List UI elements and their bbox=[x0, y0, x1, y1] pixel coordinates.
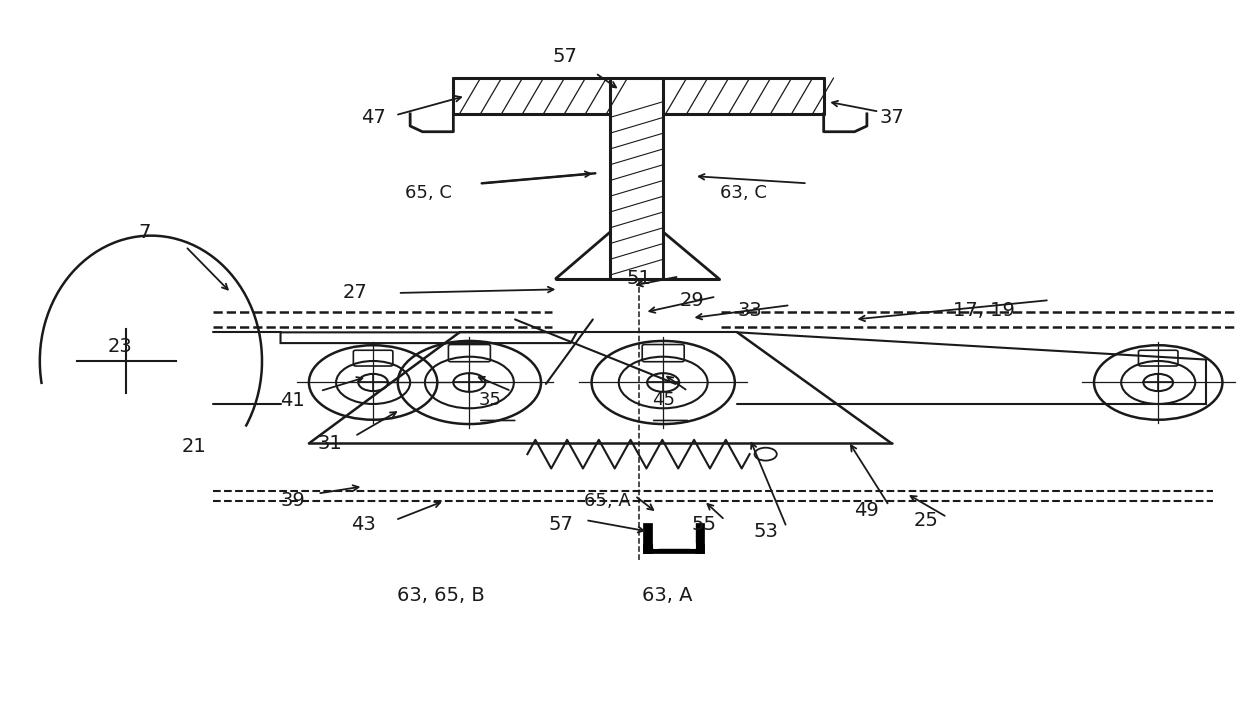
Text: 65, A: 65, A bbox=[584, 492, 631, 510]
Text: 7: 7 bbox=[139, 222, 151, 242]
Text: 35: 35 bbox=[479, 391, 502, 409]
Text: 45: 45 bbox=[652, 391, 675, 409]
Text: 57: 57 bbox=[552, 47, 577, 66]
Text: 39: 39 bbox=[280, 491, 305, 510]
Text: 63, A: 63, A bbox=[641, 586, 692, 606]
Text: 37: 37 bbox=[879, 108, 904, 127]
Text: 31: 31 bbox=[317, 434, 342, 453]
Text: 51: 51 bbox=[626, 269, 651, 288]
Text: 27: 27 bbox=[342, 284, 367, 303]
Text: 17, 19: 17, 19 bbox=[954, 301, 1016, 321]
Text: 41: 41 bbox=[280, 391, 305, 410]
Text: 53: 53 bbox=[753, 522, 779, 541]
Text: 25: 25 bbox=[914, 510, 939, 529]
Text: 63, C: 63, C bbox=[720, 183, 766, 201]
Text: 47: 47 bbox=[361, 108, 386, 127]
Text: 33: 33 bbox=[738, 301, 763, 321]
Text: 29: 29 bbox=[680, 290, 704, 310]
Text: 49: 49 bbox=[854, 500, 879, 520]
Text: 63, 65, B: 63, 65, B bbox=[397, 586, 485, 606]
Text: 23: 23 bbox=[108, 337, 133, 356]
Text: 43: 43 bbox=[351, 515, 376, 534]
Text: 21: 21 bbox=[182, 438, 207, 456]
Text: 57: 57 bbox=[548, 515, 573, 534]
Text: 65, C: 65, C bbox=[405, 183, 453, 201]
Text: 55: 55 bbox=[692, 515, 717, 534]
